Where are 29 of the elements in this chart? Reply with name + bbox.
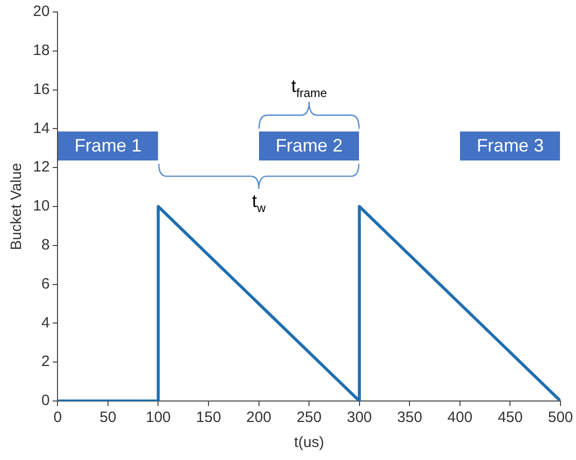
annotation: Frame 2: [259, 132, 360, 161]
y-tick-label: 14: [32, 120, 50, 137]
x-tick-label: 350: [397, 409, 422, 426]
y-tick-label: 2: [41, 353, 50, 370]
x-tick-label: 400: [447, 409, 472, 426]
x-tick-label: 200: [246, 409, 272, 426]
y-tick-label: 16: [32, 80, 50, 98]
y-axis-title: Bucket Value: [8, 162, 26, 250]
annotation: Frame 1: [58, 132, 158, 161]
annotation: t$_{frame}$: [291, 76, 327, 100]
x-tick-label: 250: [296, 409, 322, 426]
annotation: Frame 3: [460, 132, 560, 161]
x-tick-label: 100: [146, 409, 171, 426]
x-tick-label: 50: [100, 409, 116, 426]
y-tick-label: 8: [41, 236, 50, 254]
y-tick-label: 20: [32, 3, 50, 20]
x-tick-label: 300: [346, 409, 372, 426]
annotation: t$_{w}$: [252, 190, 266, 214]
x-tick-label: 0: [54, 409, 62, 426]
y-tick-label: 12: [32, 158, 50, 176]
x-tick-label: 150: [196, 409, 222, 426]
x-tick-label: 500: [548, 409, 573, 426]
y-tick-label: 10: [32, 198, 50, 215]
y-tick-label: 18: [32, 42, 50, 60]
y-tick-label: 0: [41, 392, 50, 410]
y-tick-label: 4: [41, 314, 50, 332]
y-tick-label: 6: [41, 275, 50, 292]
x-tick-label: 450: [498, 409, 523, 426]
x-axis-title: t(us): [294, 434, 324, 452]
